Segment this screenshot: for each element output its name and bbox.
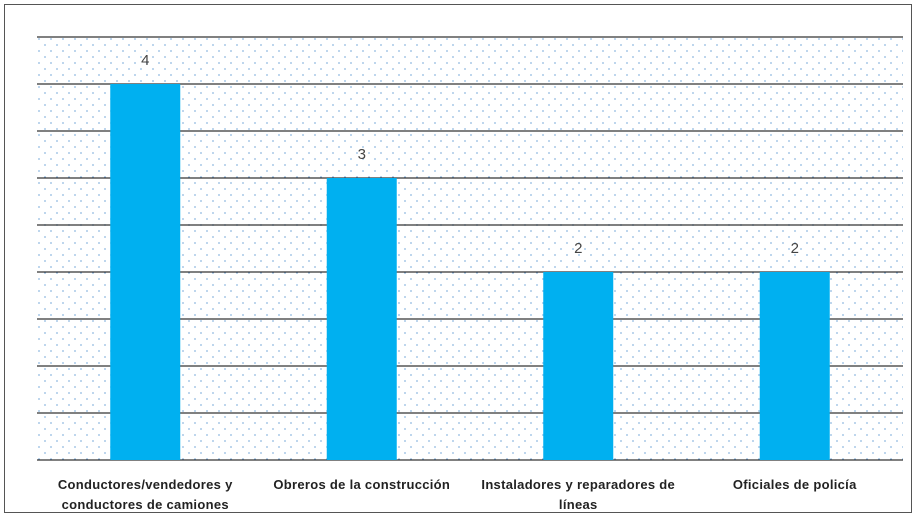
chart-frame: [4, 4, 912, 513]
data-label: 2: [574, 240, 582, 257]
bar: [110, 84, 181, 460]
bar: [543, 272, 614, 460]
data-label: 3: [358, 146, 366, 163]
plot-background: [37, 37, 903, 460]
x-tick-label: Conductores/vendedores y conductores de …: [57, 477, 233, 512]
data-label: 4: [141, 52, 149, 69]
data-label: 2: [791, 240, 799, 257]
bar: [759, 272, 830, 460]
x-tick-label: Obreros de la construcción: [273, 477, 451, 492]
bar: [326, 178, 397, 460]
x-tick-label: Instaladores y reparadores de líneas: [481, 477, 676, 512]
x-tick-label: Oficiales de policía: [732, 477, 857, 492]
